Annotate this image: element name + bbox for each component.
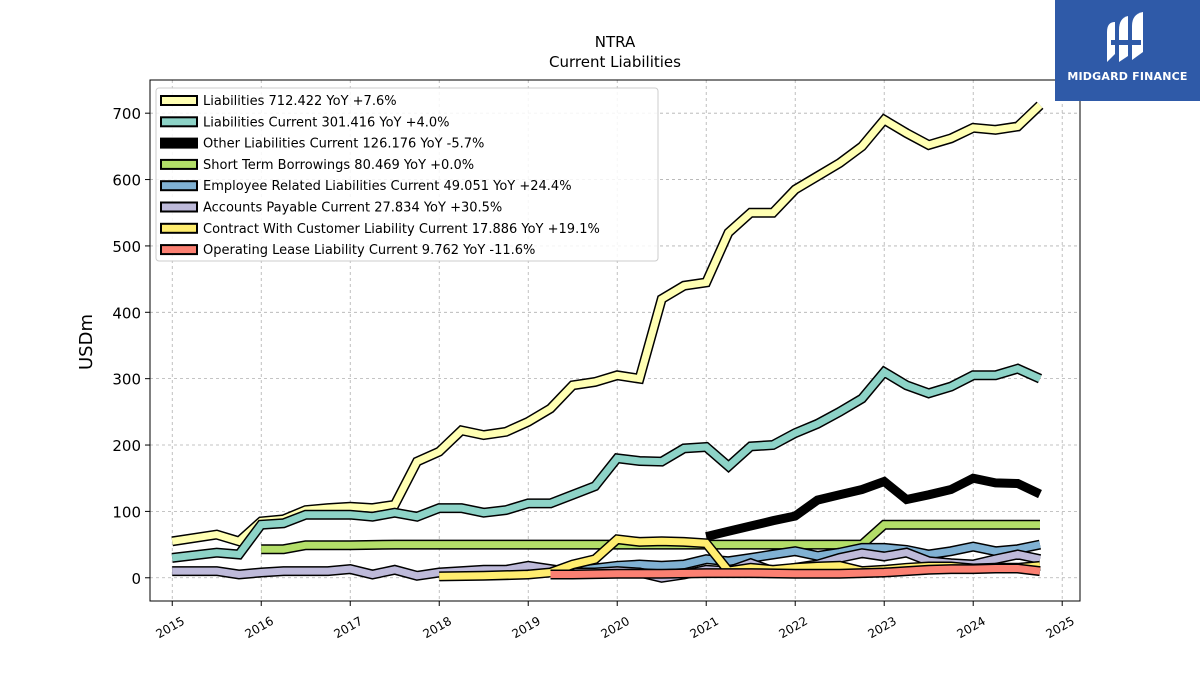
series-line	[171, 364, 1042, 562]
series-operating-lease-liability-current	[550, 563, 1041, 580]
legend-swatch	[160, 180, 198, 192]
x-tick-label: 2016	[243, 614, 276, 641]
legend-label: Contract With Customer Liability Current…	[203, 222, 600, 237]
legend-item: Accounts Payable Current 27.834 YoY +30.…	[160, 201, 502, 216]
legend-label: Employee Related Liabilities Current 49.…	[203, 179, 572, 194]
legend-item: Other Liabilities Current 126.176 YoY -5…	[160, 137, 484, 152]
legend-swatch	[160, 222, 198, 234]
legend-item: Employee Related Liabilities Current 49.…	[160, 179, 572, 194]
legend-swatch	[160, 244, 198, 256]
y-tick-label: 400	[112, 304, 141, 322]
x-tick-label: 2020	[598, 614, 631, 641]
legend-item: Contract With Customer Liability Current…	[160, 222, 600, 237]
y-axis-label: USDm	[76, 314, 97, 370]
y-tick-label: 700	[112, 105, 141, 123]
x-tick-label: 2018	[421, 614, 454, 641]
legend-item: Operating Lease Liability Current 9.762 …	[160, 243, 535, 258]
series-line	[550, 565, 1041, 578]
x-tick-label: 2021	[687, 614, 720, 641]
legend-label: Liabilities Current 301.416 YoY +4.0%	[203, 115, 450, 130]
y-tick-label: 0	[131, 570, 141, 588]
legend-swatch	[160, 158, 198, 170]
series-liabilities-current	[171, 363, 1043, 563]
legend-label: Other Liabilities Current 126.176 YoY -5…	[203, 137, 484, 152]
series-employee-related-liabilities-current	[550, 539, 1042, 578]
series-line	[550, 541, 1041, 576]
series-liabilities	[171, 101, 1044, 547]
legend-box	[155, 87, 659, 262]
x-tick-label: 2024	[954, 614, 987, 641]
series-line	[171, 102, 1043, 546]
legend-swatch	[160, 95, 198, 106]
chart-subtitle: Current Liabilities	[549, 53, 681, 71]
x-tick-label: 2017	[332, 614, 365, 641]
legend-swatch	[160, 137, 198, 149]
series-layer	[171, 101, 1044, 583]
series-other-liabilities-current	[705, 473, 1042, 541]
legend-label: Accounts Payable Current 27.834 YoY +30.…	[203, 201, 502, 216]
y-tick-label: 100	[112, 503, 141, 521]
legend-label: Short Term Borrowings 80.469 YoY +0.0%	[203, 158, 474, 173]
legend-label: Operating Lease Liability Current 9.762 …	[203, 243, 535, 258]
midgard-logo-icon	[1107, 12, 1143, 62]
legend-item: Liabilities 712.422 YoY +7.6%	[160, 94, 397, 109]
plot-frame	[149, 79, 1081, 602]
legend-swatch	[160, 116, 198, 128]
legend-label: Liabilities 712.422 YoY +7.6%	[203, 94, 397, 109]
legend: Liabilities 712.422 YoY +7.6% Liabilities…	[155, 87, 659, 262]
legend-item: Short Term Borrowings 80.469 YoY +0.0%	[160, 158, 474, 173]
y-tick-label: 500	[112, 238, 141, 256]
x-tick-label: 2025	[1043, 614, 1076, 641]
x-tick-label: 2023	[865, 614, 898, 641]
legend-swatch	[160, 201, 198, 213]
logo-text: MIDGARD FINANCE	[1067, 70, 1188, 83]
y-tick-label: 300	[112, 371, 141, 389]
x-tick-label: 2022	[776, 614, 809, 641]
chart-title: NTRA	[595, 33, 636, 51]
y-tick-label: 600	[112, 172, 141, 190]
x-tick-label: 2019	[510, 614, 543, 641]
series-line	[705, 473, 1042, 541]
legend-item: Liabilities Current 301.416 YoY +4.0%	[160, 115, 450, 130]
y-tick-label: 200	[112, 437, 141, 455]
brand-logo: MIDGARD FINANCE	[1055, 0, 1200, 101]
x-tick-label: 2015	[154, 614, 187, 641]
